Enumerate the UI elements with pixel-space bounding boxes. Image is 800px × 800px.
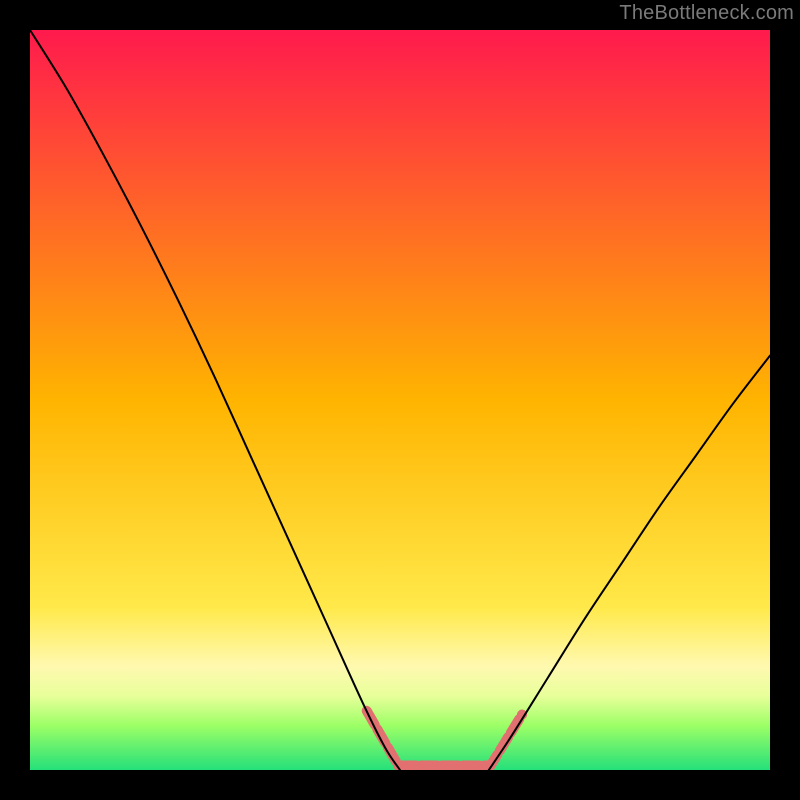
dash-right-tail — [489, 715, 522, 769]
watermark-text: TheBottleneck.com — [619, 2, 794, 25]
border-right — [770, 0, 800, 800]
chart-stage: TheBottleneck.com — [0, 0, 800, 800]
curve-left — [30, 30, 400, 770]
border-bottom — [0, 770, 800, 800]
curve-right — [489, 356, 770, 770]
border-left — [0, 0, 30, 800]
plot-area — [30, 30, 770, 770]
curve-layer — [30, 30, 770, 770]
